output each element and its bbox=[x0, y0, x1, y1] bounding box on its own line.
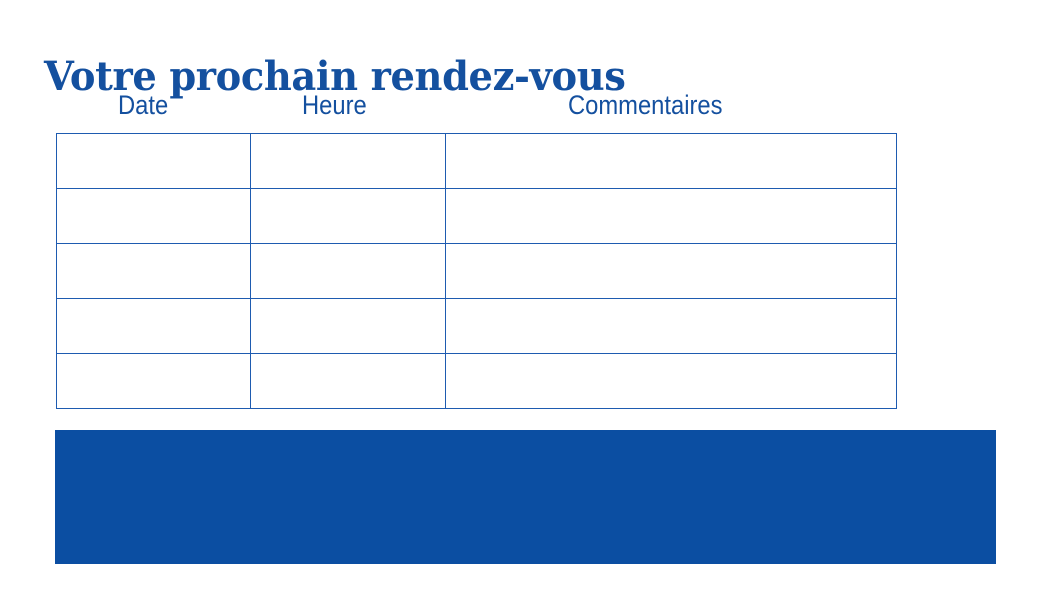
cell-heure[interactable] bbox=[250, 243, 446, 299]
cell-commentaires[interactable] bbox=[445, 188, 897, 244]
column-header-row: Date Heure Commentaires bbox=[56, 88, 896, 128]
blue-banner-block bbox=[55, 430, 996, 564]
table-row bbox=[56, 188, 897, 244]
cell-heure[interactable] bbox=[250, 298, 446, 354]
column-header-heure: Heure bbox=[302, 90, 367, 120]
column-header-date: Date bbox=[118, 90, 169, 120]
cell-date[interactable] bbox=[56, 133, 251, 189]
cell-commentaires[interactable] bbox=[445, 133, 897, 189]
cell-date[interactable] bbox=[56, 243, 251, 299]
table-row bbox=[56, 243, 897, 299]
cell-date[interactable] bbox=[56, 353, 251, 409]
cell-heure[interactable] bbox=[250, 133, 446, 189]
cell-commentaires[interactable] bbox=[445, 298, 897, 354]
cell-commentaires[interactable] bbox=[445, 353, 897, 409]
cell-date[interactable] bbox=[56, 188, 251, 244]
column-header-commentaires: Commentaires bbox=[568, 90, 723, 120]
page-title: Votre prochain rendez-vous bbox=[44, 52, 626, 100]
table-row bbox=[56, 298, 897, 354]
cell-heure[interactable] bbox=[250, 188, 446, 244]
table-row bbox=[56, 133, 897, 189]
table-row bbox=[56, 353, 897, 409]
cell-commentaires[interactable] bbox=[445, 243, 897, 299]
cell-date[interactable] bbox=[56, 298, 251, 354]
cell-heure[interactable] bbox=[250, 353, 446, 409]
appointment-table-body bbox=[56, 133, 897, 409]
appointment-table bbox=[56, 133, 897, 409]
